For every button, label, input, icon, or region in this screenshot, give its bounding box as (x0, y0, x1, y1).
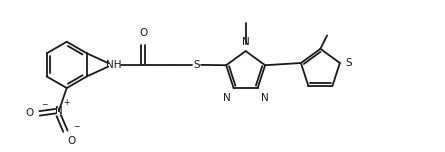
Text: −: − (73, 122, 79, 131)
Text: N: N (242, 37, 250, 47)
Text: S: S (194, 60, 200, 70)
Text: S: S (345, 58, 352, 68)
Text: O: O (139, 28, 147, 38)
Text: N: N (261, 93, 268, 103)
Text: O: O (68, 136, 76, 146)
Text: N: N (55, 106, 63, 116)
Text: +: + (63, 98, 69, 107)
Text: O: O (25, 108, 34, 118)
Text: N: N (223, 93, 231, 103)
Text: −: − (41, 100, 47, 109)
Text: NH: NH (106, 60, 121, 70)
